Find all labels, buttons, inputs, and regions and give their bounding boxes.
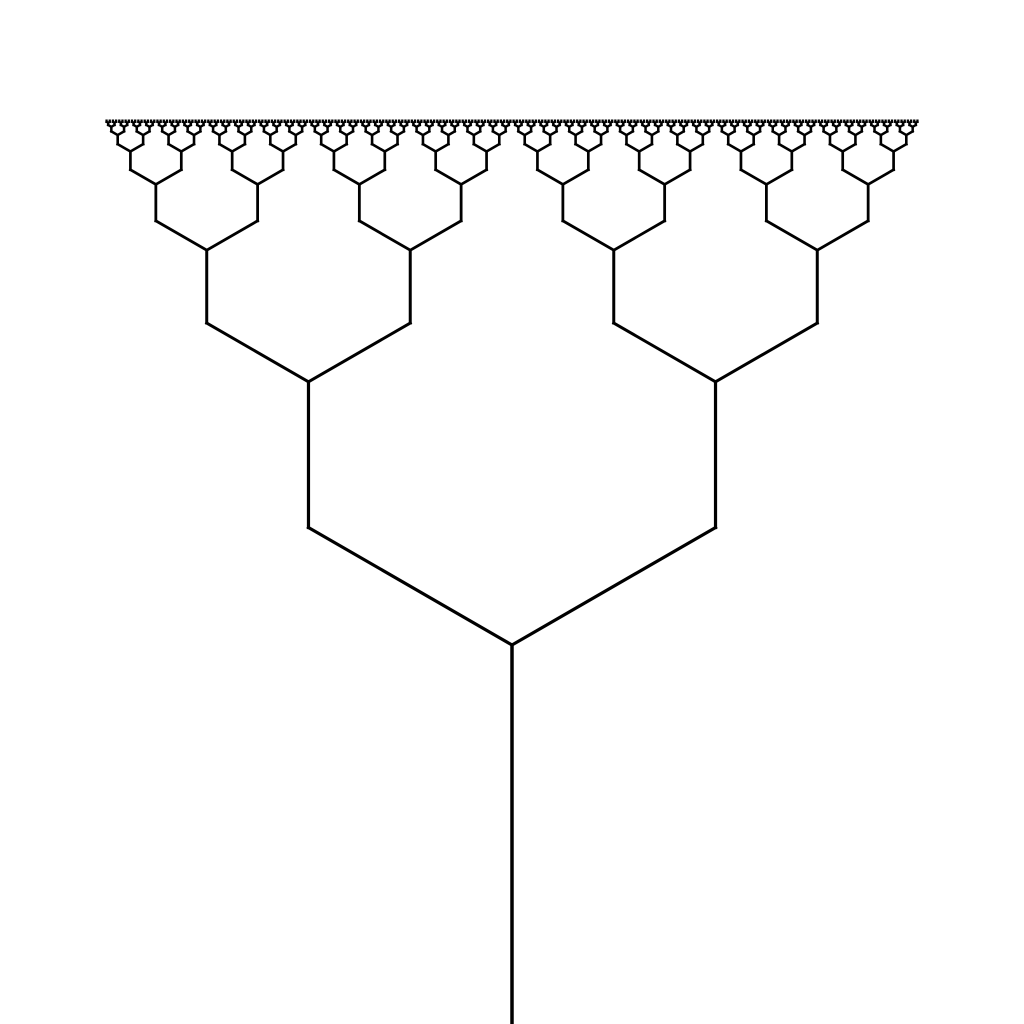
branch [815, 218, 871, 253]
branch [891, 142, 909, 154]
branch [522, 142, 540, 154]
branch [128, 142, 145, 154]
branch [586, 142, 603, 154]
branch [611, 321, 718, 384]
branch [332, 167, 362, 187]
branch [509, 525, 718, 648]
branch [726, 142, 743, 154]
branch [319, 142, 336, 154]
branch [739, 167, 769, 187]
branch [713, 321, 820, 384]
branch [790, 142, 807, 154]
branch [268, 142, 285, 154]
branch [764, 218, 820, 253]
branch [866, 167, 896, 187]
branch [230, 142, 247, 154]
branch [611, 218, 667, 253]
branch [115, 142, 133, 154]
branch [840, 142, 858, 154]
branch [433, 142, 451, 154]
branch [255, 167, 285, 187]
branch [204, 321, 311, 384]
branch [637, 167, 667, 187]
branch [332, 142, 349, 154]
branch [153, 218, 209, 253]
branch [573, 142, 591, 154]
branch [484, 142, 502, 154]
branch-group [104, 119, 920, 1024]
branch [179, 142, 196, 154]
branch [472, 142, 489, 154]
branch [739, 142, 756, 154]
branch [459, 167, 489, 187]
branch [230, 167, 260, 187]
branch [306, 321, 413, 384]
branch [535, 167, 565, 187]
branch [217, 142, 234, 154]
branch [688, 142, 705, 154]
branch [204, 218, 260, 253]
branch [777, 142, 794, 154]
branch [154, 167, 184, 187]
branch [624, 142, 641, 154]
branch [357, 218, 413, 253]
branch [560, 218, 616, 253]
branch [357, 167, 387, 187]
branch [408, 218, 464, 253]
branch [879, 142, 896, 154]
branch [128, 167, 158, 187]
branch [828, 142, 845, 154]
branch [840, 167, 870, 187]
branch [370, 142, 387, 154]
branch [675, 142, 692, 154]
branch [535, 142, 552, 154]
branch [421, 142, 438, 154]
branch [166, 142, 184, 154]
branch [281, 142, 298, 154]
branch [637, 142, 654, 154]
branch [561, 167, 591, 187]
branch [433, 167, 463, 187]
branch [662, 167, 692, 187]
branch [383, 142, 400, 154]
branch [764, 167, 794, 187]
branch [306, 525, 515, 648]
